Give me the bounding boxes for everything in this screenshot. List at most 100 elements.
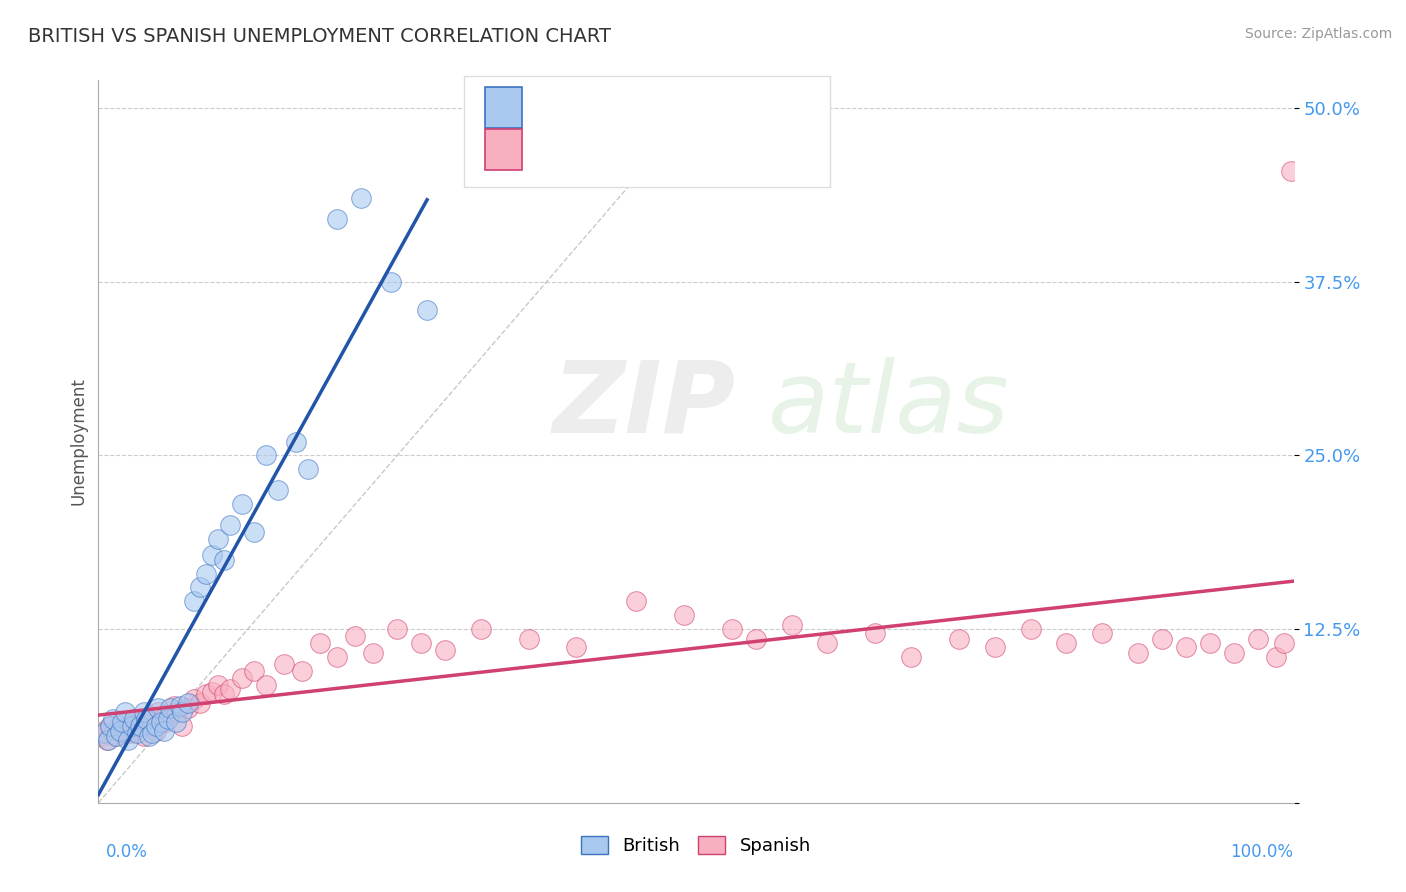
Point — [308, 636, 330, 650]
Point — [207, 678, 229, 692]
Point — [350, 191, 373, 205]
Y-axis label: Unemployment: Unemployment — [69, 377, 87, 506]
Point — [297, 462, 319, 476]
Point — [1152, 632, 1174, 646]
Point — [815, 636, 838, 650]
Point — [165, 715, 187, 730]
Point — [1272, 636, 1295, 650]
Point — [105, 729, 128, 743]
Point — [156, 713, 179, 727]
Point — [1264, 649, 1286, 664]
Point — [188, 581, 211, 595]
Point — [273, 657, 295, 671]
Point — [111, 715, 134, 730]
Legend: British, Spanish: British, Spanish — [574, 829, 818, 863]
Point — [1128, 646, 1150, 660]
Point — [243, 664, 266, 678]
Point — [169, 698, 191, 713]
Point — [101, 713, 124, 727]
Text: Source: ZipAtlas.com: Source: ZipAtlas.com — [1244, 27, 1392, 41]
Text: N = 72: N = 72 — [703, 140, 782, 160]
Point — [138, 719, 160, 733]
Point — [411, 636, 433, 650]
Text: N = 44: N = 44 — [703, 97, 782, 117]
Point — [177, 696, 200, 710]
Point — [141, 715, 163, 730]
Point — [219, 517, 242, 532]
Point — [117, 719, 139, 733]
Point — [148, 701, 170, 715]
Point — [207, 532, 229, 546]
Text: BRITISH VS SPANISH UNEMPLOYMENT CORRELATION CHART: BRITISH VS SPANISH UNEMPLOYMENT CORRELAT… — [28, 27, 612, 45]
Point — [114, 706, 136, 720]
Text: 0.0%: 0.0% — [105, 843, 148, 861]
Point — [172, 706, 194, 720]
Point — [135, 713, 157, 727]
Point — [1091, 626, 1114, 640]
Text: 100.0%: 100.0% — [1230, 843, 1294, 861]
Point — [124, 723, 146, 738]
Point — [212, 687, 235, 701]
Point — [105, 729, 128, 743]
Point — [326, 212, 349, 227]
Point — [416, 302, 439, 317]
Point — [91, 729, 114, 743]
Point — [326, 649, 349, 664]
Point — [1279, 163, 1302, 178]
Point — [219, 681, 242, 696]
Point — [149, 715, 172, 730]
Point — [745, 632, 768, 646]
Point — [159, 708, 181, 723]
Point — [1223, 646, 1246, 660]
Point — [150, 713, 173, 727]
Point — [267, 483, 290, 498]
Point — [201, 549, 224, 563]
Point — [138, 729, 160, 743]
Point — [93, 723, 115, 738]
Text: R = 0.359: R = 0.359 — [530, 140, 628, 160]
Point — [565, 640, 588, 655]
Point — [177, 701, 200, 715]
Point — [108, 723, 131, 738]
Point — [117, 733, 139, 747]
Text: ZIP: ZIP — [553, 357, 735, 454]
Point — [172, 719, 194, 733]
Point — [93, 726, 115, 740]
Point — [98, 719, 122, 733]
Point — [121, 719, 143, 733]
Point — [163, 698, 186, 713]
Point — [948, 632, 970, 646]
Point — [385, 622, 409, 636]
Point — [195, 566, 218, 581]
Point — [344, 629, 367, 643]
Point — [155, 715, 177, 730]
Point — [96, 733, 118, 747]
Point — [132, 706, 155, 720]
Point — [254, 678, 277, 692]
Text: atlas: atlas — [768, 357, 1010, 454]
Point — [120, 726, 142, 740]
Point — [183, 691, 205, 706]
Point — [145, 719, 167, 733]
Point — [166, 706, 188, 720]
Point — [132, 729, 155, 743]
Point — [212, 552, 235, 566]
Point — [780, 618, 803, 632]
Point — [153, 723, 176, 738]
Point — [865, 626, 887, 640]
Point — [231, 671, 253, 685]
Point — [984, 640, 1007, 655]
Point — [673, 608, 696, 623]
Point — [363, 646, 385, 660]
Point — [380, 275, 402, 289]
Point — [470, 622, 492, 636]
Point — [148, 706, 170, 720]
Point — [129, 719, 152, 733]
Point — [125, 715, 148, 730]
Point — [291, 664, 314, 678]
Point — [231, 497, 253, 511]
Point — [188, 696, 211, 710]
Point — [284, 434, 307, 449]
Point — [195, 687, 218, 701]
Point — [1019, 622, 1042, 636]
